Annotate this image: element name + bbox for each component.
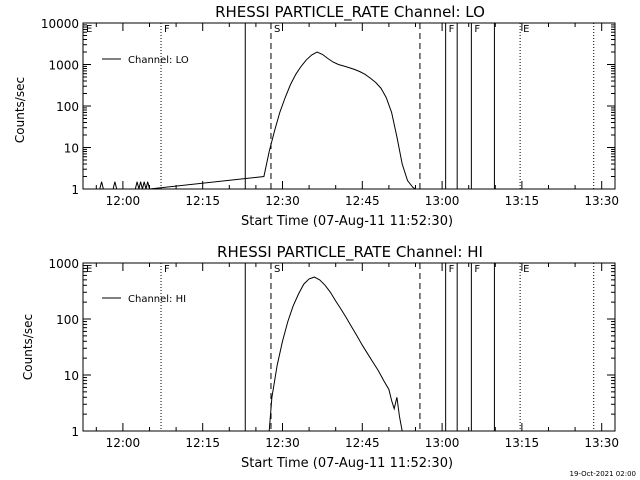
marker-label: F	[474, 264, 480, 275]
x-tick-label: 12:00	[106, 194, 141, 208]
marker-label: E	[523, 264, 529, 275]
series-line-lo	[99, 51, 416, 190]
y-axis-ticks: 1 10 100 1000 10000	[41, 17, 615, 197]
x-tick-label: 12:45	[345, 194, 380, 208]
y-tick-label: 1	[71, 183, 79, 197]
chart-title: RHESSI PARTICLE_RATE Channel: HI	[217, 243, 483, 262]
y-tick-label: 10	[64, 369, 79, 383]
plot-frame	[82, 262, 616, 432]
y-tick-label: 1000	[48, 257, 79, 271]
marker-label: E	[86, 24, 92, 35]
x-tick-label: 13:00	[425, 436, 460, 450]
y-tick-label: 1	[71, 425, 79, 439]
series-line-hi	[268, 276, 403, 432]
x-axis-label: Start Time (07-Aug-11 11:52:30)	[241, 456, 453, 471]
y-tick-label: 10000	[41, 17, 79, 31]
legend-label: Channel: HI	[128, 294, 186, 305]
y-tick-label: 10	[64, 142, 79, 156]
marker-label: E	[523, 24, 529, 35]
x-tick-label: 13:00	[425, 194, 460, 208]
x-axis-ticks: 12:00 12:15 12:30 12:45 13:00 13:15 13:30	[95, 263, 619, 450]
x-tick-label: 12:45	[345, 436, 380, 450]
y-axis-label: Counts/sec	[13, 77, 27, 143]
chart-title: RHESSI PARTICLE_RATE Channel: LO	[215, 3, 485, 22]
x-tick-label: 12:00	[106, 436, 141, 450]
y-tick-label: 100	[56, 313, 79, 327]
x-axis-label: Start Time (07-Aug-11 11:52:30)	[241, 214, 453, 229]
x-axis-ticks: 12:00 12:15 12:30 12:45 13:00 13:15 13:30	[95, 23, 619, 208]
x-tick-label: 13:15	[505, 436, 540, 450]
x-tick-label: 12:15	[185, 194, 220, 208]
y-tick-label: 1000	[48, 59, 79, 73]
x-tick-label: 12:30	[265, 194, 300, 208]
x-tick-label: 12:30	[265, 436, 300, 450]
x-tick-label: 13:30	[584, 436, 619, 450]
x-tick-label: 12:15	[185, 436, 220, 450]
marker-label: F	[474, 24, 480, 35]
marker-label: F	[449, 264, 455, 275]
y-axis-ticks: 1 10 100 1000	[48, 257, 615, 439]
x-tick-label: 13:15	[505, 194, 540, 208]
marker-label: E	[86, 264, 92, 275]
marker-label: F	[449, 24, 455, 35]
marker-label: S	[274, 264, 280, 275]
y-tick-label: 100	[56, 100, 79, 114]
x-tick-label: 13:30	[584, 194, 619, 208]
plot-frame	[82, 22, 616, 190]
marker-label: S	[274, 24, 280, 35]
legend-label: Channel: LO	[128, 55, 189, 66]
y-axis-label: Counts/sec	[21, 314, 35, 380]
marker-label: F	[164, 264, 170, 275]
marker-label: F	[164, 24, 170, 35]
generation-timestamp: 19-Oct-2021 02:00	[570, 470, 636, 478]
